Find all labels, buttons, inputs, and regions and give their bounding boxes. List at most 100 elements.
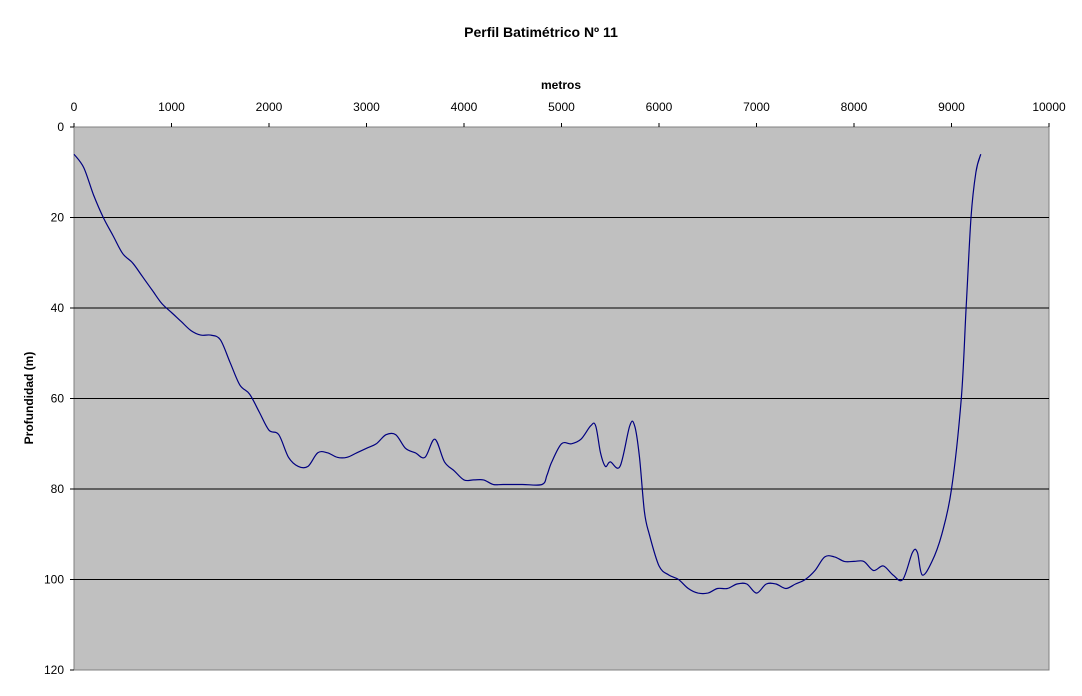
- data-point-0-75: [775, 583, 776, 584]
- y-tick-label-120: 120: [44, 663, 64, 677]
- data-point-0-62: [649, 534, 650, 535]
- data-point-0-93: [941, 534, 942, 535]
- data-point-0-14: [210, 335, 211, 336]
- x-tick-label-6000: 6000: [646, 100, 673, 114]
- data-point-0-12: [190, 330, 191, 331]
- data-point-0-45: [522, 484, 523, 485]
- data-point-0-47: [546, 475, 547, 476]
- y-tick-label-80: 80: [51, 482, 65, 496]
- data-point-0-48: [551, 461, 552, 462]
- data-point-0-10: [171, 312, 172, 313]
- data-point-0-9: [161, 303, 162, 304]
- y-axis-ticks: 0 20 40 60 80 100 120: [44, 120, 74, 677]
- data-point-0-41: [473, 479, 474, 480]
- data-point-0-16: [229, 362, 230, 363]
- data-point-0-96: [966, 307, 967, 308]
- data-point-0-84: [863, 561, 864, 562]
- data-point-0-38: [444, 461, 445, 462]
- x-tick-label-8000: 8000: [841, 100, 868, 114]
- data-point-0-83: [853, 561, 854, 562]
- x-tick-label-3000: 3000: [353, 100, 380, 114]
- data-point-0-44: [502, 484, 503, 485]
- data-point-0-73: [756, 593, 757, 594]
- data-point-0-63: [658, 565, 659, 566]
- data-point-0-98: [975, 172, 976, 173]
- data-point-0-58: [629, 425, 630, 426]
- data-point-0-0: [73, 154, 74, 155]
- data-point-0-39: [454, 470, 455, 471]
- data-point-0-86: [883, 565, 884, 566]
- chart-title: Perfil Batimétrico Nº 11: [464, 24, 618, 40]
- x-tick-label-10000: 10000: [1032, 100, 1066, 114]
- data-point-0-3: [103, 217, 104, 218]
- x-tick-label-4000: 4000: [451, 100, 478, 114]
- data-point-0-5: [122, 253, 123, 254]
- data-point-0-19: [259, 412, 260, 413]
- data-point-0-36: [424, 457, 425, 458]
- data-point-0-89: [912, 552, 913, 553]
- data-point-0-53: [595, 425, 596, 426]
- y-axis-title: Profundidad (m): [22, 352, 36, 445]
- data-point-0-81: [834, 556, 835, 557]
- data-point-0-43: [493, 484, 494, 485]
- data-point-0-78: [805, 579, 806, 580]
- data-point-0-7: [142, 276, 143, 277]
- data-point-0-70: [727, 588, 728, 589]
- data-point-0-65: [678, 579, 679, 580]
- x-tick-label-5000: 5000: [548, 100, 575, 114]
- data-point-0-77: [795, 583, 796, 584]
- data-point-0-4: [112, 235, 113, 236]
- data-point-0-57: [619, 466, 620, 467]
- data-point-0-49: [561, 443, 562, 444]
- data-point-0-25: [317, 452, 318, 453]
- x-tick-label-2000: 2000: [256, 100, 283, 114]
- data-point-0-1: [83, 167, 84, 168]
- data-point-0-22: [288, 457, 289, 458]
- data-point-0-8: [151, 289, 152, 290]
- data-point-0-54: [600, 452, 601, 453]
- x-axis-ticks: 0 1000 2000 3000 4000 5000 6000 7000 8000 9000 100…: [71, 100, 1066, 127]
- y-tick-label-40: 40: [51, 301, 65, 315]
- data-point-0-42: [483, 479, 484, 480]
- data-point-0-17: [239, 384, 240, 385]
- gridlines: [74, 217, 1049, 580]
- data-point-0-40: [463, 479, 464, 480]
- data-point-0-64: [668, 574, 669, 575]
- data-point-0-80: [824, 556, 825, 557]
- data-point-0-74: [766, 583, 767, 584]
- data-point-0-6: [132, 262, 133, 263]
- data-point-0-31: [376, 443, 377, 444]
- y-tick-label-0: 0: [57, 120, 64, 134]
- data-point-0-23: [298, 466, 299, 467]
- data-point-0-88: [902, 579, 903, 580]
- data-point-0-21: [278, 434, 279, 435]
- data-point-0-61: [644, 511, 645, 512]
- data-point-0-51: [580, 439, 581, 440]
- data-point-0-46: [541, 484, 542, 485]
- data-point-0-87: [892, 574, 893, 575]
- data-point-0-76: [785, 588, 786, 589]
- data-point-0-60: [639, 457, 640, 458]
- data-point-0-28: [346, 457, 347, 458]
- data-point-0-91: [922, 574, 923, 575]
- data-point-0-33: [395, 434, 396, 435]
- data-point-0-79: [814, 570, 815, 571]
- data-point-0-71: [736, 583, 737, 584]
- data-point-0-92: [931, 561, 932, 562]
- y-tick-label-100: 100: [44, 573, 64, 587]
- x-tick-label-1000: 1000: [158, 100, 185, 114]
- data-point-0-67: [697, 593, 698, 594]
- data-point-0-50: [571, 443, 572, 444]
- series-line-0: [73, 153, 982, 595]
- x-axis-title: metros: [541, 78, 581, 92]
- x-tick-label-0: 0: [71, 100, 78, 114]
- data-point-0-30: [366, 448, 367, 449]
- data-point-0-97: [970, 217, 971, 218]
- data-point-0-11: [181, 321, 182, 322]
- data-point-0-85: [873, 570, 874, 571]
- series-layer: [73, 153, 982, 595]
- y-tick-label-60: 60: [51, 392, 65, 406]
- x-tick-label-9000: 9000: [938, 100, 965, 114]
